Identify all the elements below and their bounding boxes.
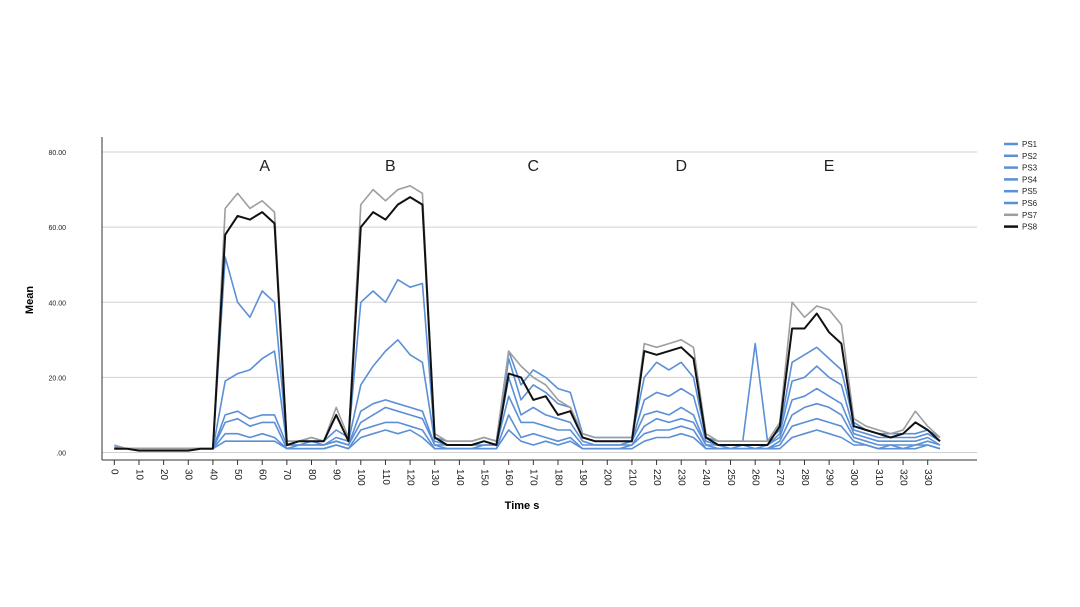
x-tick-label: 280 xyxy=(799,469,810,486)
legend-label: PS4 xyxy=(1022,175,1038,184)
x-tick-label: 150 xyxy=(478,469,489,486)
x-tick-label: 290 xyxy=(823,469,834,486)
series-line-ps8 xyxy=(114,196,941,452)
x-tick-label: 30 xyxy=(183,469,194,481)
axes xyxy=(101,137,977,461)
x-tick-label: 200 xyxy=(602,469,613,486)
series-line-ps3 xyxy=(114,395,941,450)
legend-label: PS8 xyxy=(1022,223,1038,232)
x-tick-label: 270 xyxy=(774,469,785,486)
x-tick-label: 90 xyxy=(331,469,342,481)
annotation-label: D xyxy=(675,158,687,175)
x-tick-label: 320 xyxy=(897,469,908,486)
legend-label: PS1 xyxy=(1022,140,1038,149)
y-tick-label: 20.00 xyxy=(48,375,66,382)
y-tick-labels: .00 20.00 40.00 60.00 80.00 xyxy=(48,150,66,457)
x-tick-label: 170 xyxy=(528,469,539,486)
x-tick-label: 260 xyxy=(750,469,761,486)
x-tick-label: 0 xyxy=(109,469,120,475)
legend: PS1 PS2 PS3 PS4 PS5 PS6 PS7 PS8 xyxy=(1004,140,1038,232)
x-tick-label: 40 xyxy=(207,469,218,481)
x-tick-label: 310 xyxy=(873,469,884,486)
series-lines xyxy=(114,185,941,452)
legend-label: PS7 xyxy=(1022,211,1038,220)
x-tick-label: 110 xyxy=(380,469,391,485)
y-tick-label: 80.00 xyxy=(48,150,66,157)
series-line-ps1 xyxy=(114,429,941,450)
annotation-label: C xyxy=(528,158,540,175)
x-tick-label: 190 xyxy=(577,469,588,486)
annotation-label: B xyxy=(385,158,396,175)
x-tick-label: 50 xyxy=(232,469,243,481)
y-tick-label: 40.00 xyxy=(48,300,66,307)
x-tick-label: 70 xyxy=(281,469,292,481)
legend-label: PS3 xyxy=(1022,164,1038,173)
series-line-ps5 xyxy=(114,339,941,450)
x-tick-label: 60 xyxy=(257,469,268,481)
grid-lines xyxy=(102,151,977,453)
x-tick-label: 240 xyxy=(700,469,711,486)
x-tick-label: 210 xyxy=(626,469,637,486)
series-line-ps7 xyxy=(114,185,941,450)
x-tick-label: 220 xyxy=(651,469,662,486)
annotation-label: E xyxy=(824,158,835,175)
x-tick-label: 20 xyxy=(158,469,169,481)
x-tick-label: 100 xyxy=(355,469,366,486)
legend-label: PS2 xyxy=(1022,152,1038,161)
x-axis-label: Time s xyxy=(505,500,540,512)
series-line-ps4 xyxy=(114,376,941,450)
x-tick-label: 10 xyxy=(133,469,144,481)
x-tick-label: 250 xyxy=(725,469,736,486)
x-tick-label: 130 xyxy=(429,469,440,486)
x-tick-label: 180 xyxy=(552,469,563,486)
x-tick-labels: 0 10 20 30 40 50 60 70 80 90 100 110 120 130 140 150 160… xyxy=(109,460,933,486)
legend-label: PS5 xyxy=(1022,187,1038,196)
x-tick-label: 80 xyxy=(306,469,317,481)
x-tick-label: 140 xyxy=(454,469,465,486)
series-line-ps6 xyxy=(114,256,941,450)
y-tick-label: 60.00 xyxy=(48,225,66,232)
x-tick-label: 120 xyxy=(404,469,415,486)
region-annotations: A B C D E xyxy=(259,158,834,175)
y-tick-label: .00 xyxy=(56,450,66,457)
annotation-label: A xyxy=(259,158,270,175)
x-tick-label: 300 xyxy=(848,469,859,486)
x-tick-label: 230 xyxy=(676,469,687,486)
series-line-ps2 xyxy=(114,414,941,450)
x-tick-label: 330 xyxy=(922,469,933,486)
y-axis-label: Mean xyxy=(24,286,36,314)
legend-label: PS6 xyxy=(1022,199,1038,208)
x-tick-label: 160 xyxy=(503,469,514,486)
